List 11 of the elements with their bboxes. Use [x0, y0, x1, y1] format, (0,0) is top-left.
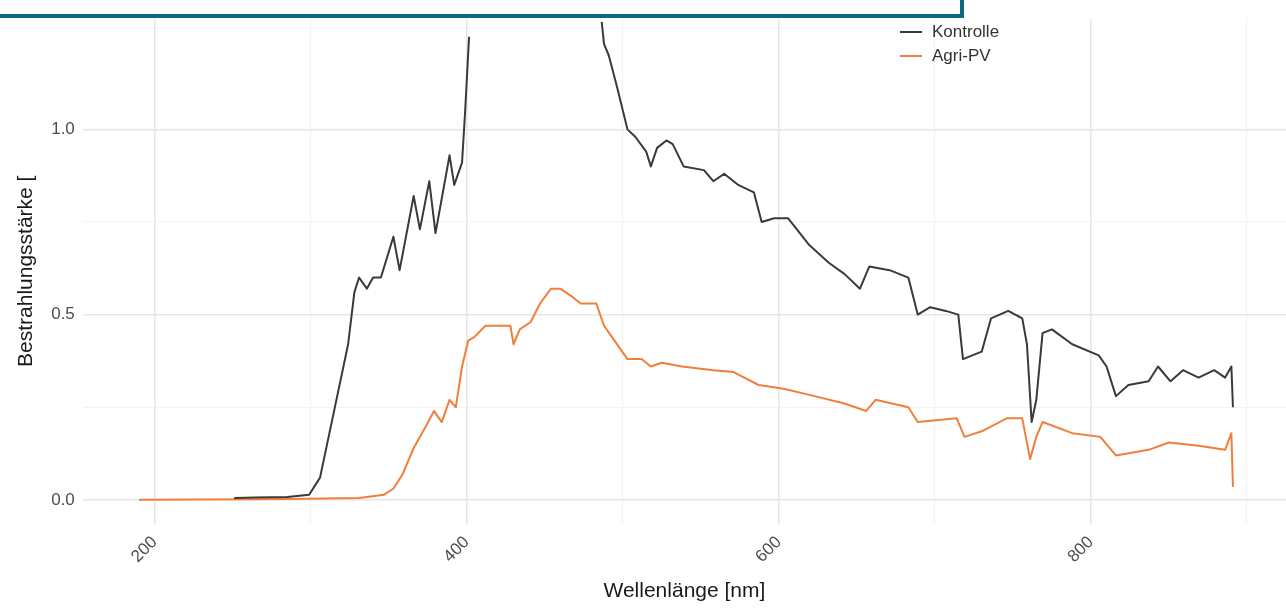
- x-tick-label: 200: [127, 532, 161, 566]
- y-tick-label: 1.0: [51, 119, 75, 139]
- x-axis-title: Wellenlänge [nm]: [603, 578, 766, 602]
- x-tick-label: 800: [1063, 532, 1098, 566]
- x-tick-label: 400: [439, 532, 473, 566]
- legend-label: Agri-PV: [932, 46, 991, 66]
- y-axis-title: Bestrahlungsstärke [: [13, 175, 37, 367]
- legend-label: Kontrolle: [932, 22, 1000, 42]
- y-tick-label: 0.0: [51, 489, 75, 509]
- y-tick-label: 0.5: [51, 304, 75, 324]
- x-tick-label: 600: [751, 532, 785, 566]
